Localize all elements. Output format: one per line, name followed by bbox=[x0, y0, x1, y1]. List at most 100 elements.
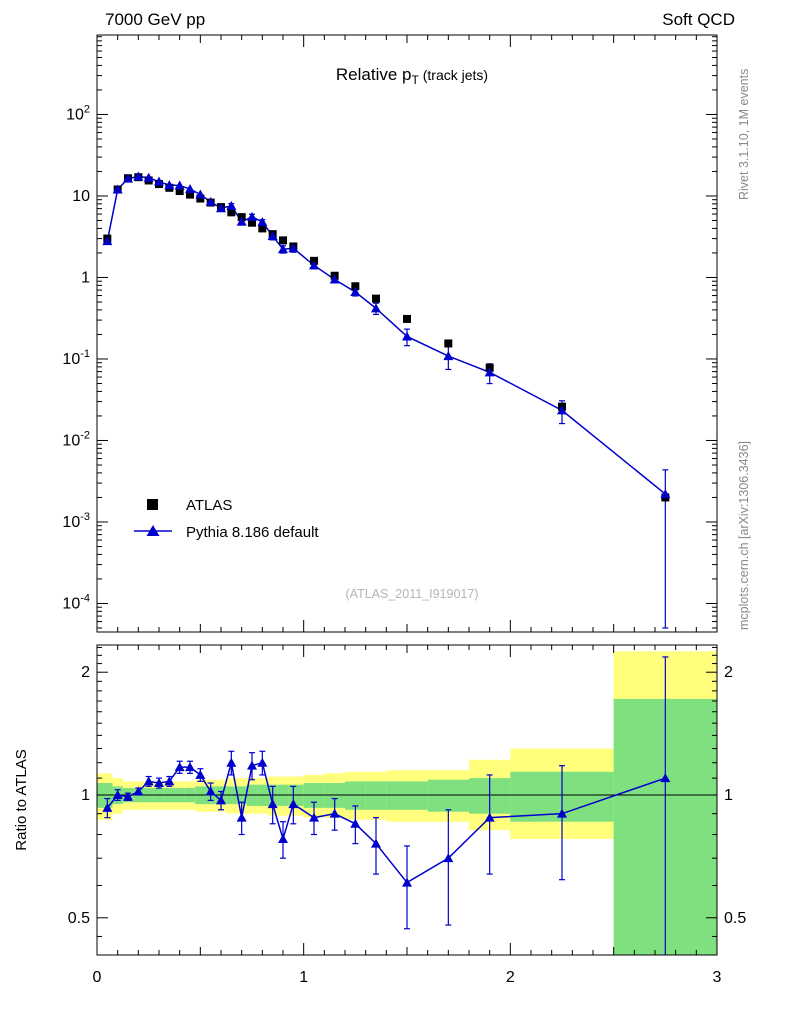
atlas-data-point bbox=[279, 236, 287, 245]
main-y-tick-label: 10 bbox=[72, 188, 90, 205]
pythia-data-point bbox=[247, 211, 257, 221]
ratio-data-point bbox=[557, 808, 567, 818]
ratio-data-point bbox=[154, 778, 164, 788]
pythia-data-point bbox=[660, 489, 671, 499]
x-tick-label: 2 bbox=[506, 969, 515, 986]
atlas-data-point bbox=[372, 294, 380, 303]
pythia-data-point bbox=[267, 230, 278, 240]
ratio-data-point bbox=[236, 812, 247, 822]
ratio-plot-frame bbox=[96, 644, 718, 956]
atlas-data-point bbox=[248, 218, 256, 227]
atlas-data-point bbox=[227, 208, 236, 217]
ratio-data-point bbox=[443, 853, 454, 863]
ratio-data-point bbox=[185, 762, 195, 772]
ratio-data-point bbox=[143, 776, 154, 786]
pythia-data-point bbox=[185, 184, 195, 194]
ratio-y-tick-label: 0.5 bbox=[68, 910, 90, 927]
main-series-group bbox=[102, 171, 671, 629]
mcplots-arxiv-label: mcplots.cern.ch [arXiv:1306.3436] bbox=[737, 441, 751, 630]
ratio-data-point bbox=[309, 812, 319, 822]
atlas-data-point bbox=[258, 224, 267, 233]
pythia-data-point bbox=[371, 303, 381, 313]
pythia-data-point bbox=[443, 351, 454, 361]
ratio-data-point bbox=[123, 791, 133, 801]
ratio-data-point bbox=[247, 760, 257, 770]
analysis-id-watermark: (ATLAS_2011_I919017) bbox=[346, 587, 479, 601]
ratio-data-point bbox=[484, 812, 495, 822]
ratio-data-point bbox=[278, 834, 288, 844]
ratio-data-point bbox=[112, 790, 123, 799]
pythia-data-point bbox=[350, 287, 361, 297]
pythia-legend-label: Pythia 8.186 default bbox=[186, 524, 319, 541]
x-tick-label: 0 bbox=[93, 969, 102, 986]
ratio-data-point bbox=[371, 838, 381, 848]
plot-title-suffix: (track jets) bbox=[419, 67, 488, 83]
atlas-data-point bbox=[175, 187, 184, 196]
ratio-data-point bbox=[660, 773, 671, 783]
plot-title-main: Relative p bbox=[336, 65, 412, 84]
pythia-data-point bbox=[309, 260, 319, 270]
rivet-version-label: Rivet 3.1.10, 1M events bbox=[737, 69, 751, 200]
pythia-data-point bbox=[123, 173, 133, 183]
pythia-data-point bbox=[205, 196, 216, 206]
pythia-data-point bbox=[133, 171, 144, 181]
ratio-axis-title: Ratio to ATLAS bbox=[13, 749, 30, 850]
atlas-data-point bbox=[444, 339, 453, 348]
uncertainty-band-green bbox=[386, 781, 428, 810]
ratio-data-point bbox=[216, 795, 226, 805]
pythia-data-point bbox=[278, 244, 288, 254]
pythia-data-point bbox=[236, 216, 247, 226]
ratio-data-point bbox=[350, 818, 361, 828]
uncertainty-band-green bbox=[427, 779, 469, 812]
ratio-data-point bbox=[205, 786, 216, 796]
pythia-data-point bbox=[226, 200, 237, 210]
atlas-data-point bbox=[351, 282, 360, 291]
legend: ATLAS Pythia 8.186 default bbox=[134, 497, 319, 541]
pythia-data-point bbox=[174, 180, 185, 190]
ratio-data-point bbox=[402, 877, 412, 887]
ratio-data-point bbox=[195, 769, 206, 779]
pythia-legend-marker-icon bbox=[146, 525, 160, 536]
ratio-y-tick-label-right: 0.5 bbox=[724, 910, 746, 927]
ratio-data-point bbox=[133, 786, 144, 796]
atlas-data-point bbox=[403, 314, 411, 323]
ratio-data-point bbox=[329, 808, 340, 818]
pythia-data-point bbox=[154, 176, 164, 186]
atlas-legend-label: ATLAS bbox=[186, 497, 232, 514]
header-process-label: Soft QCD bbox=[662, 10, 735, 29]
ratio-y-tick-label-right: 1 bbox=[724, 787, 733, 804]
ratio-data-point bbox=[288, 799, 299, 809]
pythia-data-point bbox=[557, 405, 567, 415]
pythia-data-point bbox=[402, 331, 412, 341]
ratio-data-point bbox=[174, 762, 185, 772]
ratio-y-tick-label-right: 2 bbox=[724, 664, 733, 681]
pythia-data-point bbox=[257, 216, 268, 226]
pythia-data-point bbox=[112, 184, 123, 194]
pythia-data-point bbox=[216, 203, 226, 213]
pythia-data-point bbox=[164, 180, 175, 190]
plot-title: Relative pT (track jets) bbox=[336, 65, 488, 87]
ratio-y-tick-label: 1 bbox=[81, 787, 90, 804]
ratio-line bbox=[106, 761, 666, 884]
x-tick-label: 1 bbox=[299, 969, 308, 986]
ratio-y-tick-label: 2 bbox=[81, 664, 90, 681]
main-plot-frame bbox=[96, 34, 718, 633]
ratio-data-point bbox=[164, 776, 175, 786]
header-beam-label: 7000 GeV pp bbox=[105, 10, 205, 29]
atlas-data-point bbox=[186, 190, 194, 199]
ratio-data-point bbox=[267, 799, 278, 809]
uncertainty-band-green bbox=[365, 781, 387, 810]
pythia-line bbox=[106, 175, 666, 495]
uncertainty-band-green bbox=[345, 781, 366, 810]
pythia-data-point bbox=[288, 243, 299, 253]
atlas-data-point bbox=[196, 194, 205, 203]
ratio-data-point bbox=[257, 757, 268, 767]
pythia-data-point bbox=[329, 274, 340, 284]
atlas-legend-marker-icon bbox=[147, 499, 158, 510]
ratio-series-group bbox=[102, 656, 671, 955]
pythia-data-point bbox=[143, 172, 154, 182]
ratio-data-point bbox=[102, 802, 113, 812]
